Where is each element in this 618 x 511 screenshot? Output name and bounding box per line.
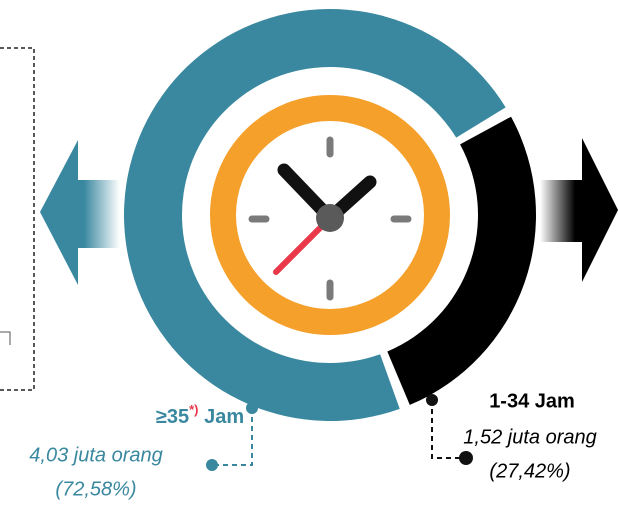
count-label: 4,03 juta orang	[29, 444, 162, 466]
category-label: 1-34 Jam	[489, 390, 575, 412]
clock-ticks	[248, 136, 412, 301]
count-label: 1,52 juta orang	[463, 426, 596, 448]
donut-slice	[387, 116, 537, 405]
dashed-box	[0, 47, 35, 391]
category-label: ≥35*) Jam	[156, 402, 244, 428]
footnote-mark: *)	[189, 402, 198, 417]
box-corner	[0, 331, 11, 345]
category-text: ≥35	[156, 406, 189, 428]
clock-center	[316, 204, 344, 232]
value-label: (72,58%)	[55, 478, 136, 500]
leaders	[215, 400, 465, 466]
donut	[124, 9, 537, 422]
right-arrow	[540, 138, 618, 282]
unit-text: Jam	[204, 406, 244, 428]
leader-dot	[459, 451, 473, 465]
leader-dot	[426, 394, 438, 406]
donut-slice	[124, 9, 506, 422]
left-arrow	[40, 140, 120, 285]
value-label: (27,42%)	[489, 460, 570, 482]
leader-dot	[206, 459, 218, 471]
leader-dot	[246, 402, 258, 414]
